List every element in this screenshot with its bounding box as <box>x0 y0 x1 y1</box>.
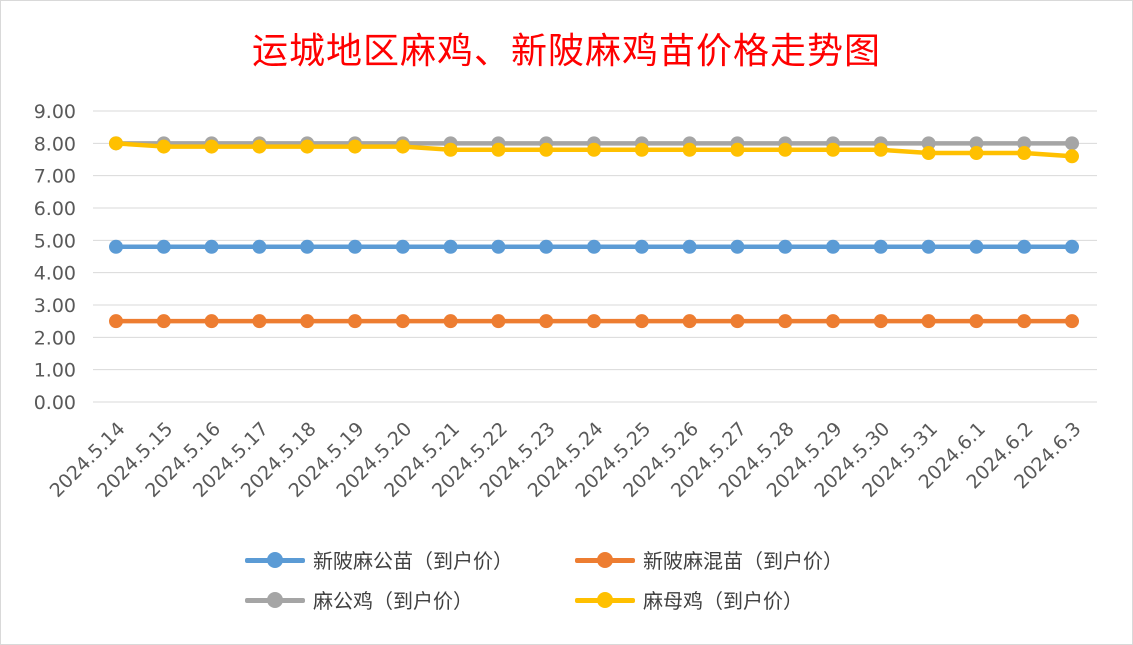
data-point <box>873 314 888 329</box>
data-point <box>778 239 793 254</box>
y-tick-label: 9.00 <box>34 101 76 123</box>
data-point <box>395 139 410 154</box>
data-point <box>969 136 984 151</box>
data-point <box>252 139 267 154</box>
data-point <box>969 146 984 161</box>
data-point <box>730 239 745 254</box>
data-point <box>109 239 123 254</box>
legend-label: 新陂麻混苗（到户价） <box>643 549 843 573</box>
data-point <box>204 139 219 154</box>
data-point <box>395 314 410 329</box>
data-point <box>109 314 123 329</box>
data-point <box>204 239 219 254</box>
data-point <box>252 239 267 254</box>
data-point <box>204 314 219 329</box>
legend-item: 麻公鸡（到户价） <box>245 585 473 614</box>
data-point <box>348 314 362 329</box>
data-point <box>969 239 984 254</box>
data-point <box>252 314 267 329</box>
data-point <box>1065 239 1079 254</box>
data-point <box>300 139 315 154</box>
data-point <box>587 239 601 254</box>
data-point <box>730 314 745 329</box>
data-point <box>395 239 410 254</box>
data-point <box>587 314 601 329</box>
legend-label: 麻公鸡（到户价） <box>313 589 473 613</box>
data-point <box>443 142 458 157</box>
data-point <box>778 142 793 157</box>
data-point <box>1017 146 1032 161</box>
data-point <box>300 314 315 329</box>
data-point <box>826 314 840 329</box>
y-tick-label: 3.00 <box>34 295 76 317</box>
data-point <box>491 142 506 157</box>
data-point <box>873 239 888 254</box>
chart-title: 运城地区麻鸡、新陂麻鸡苗价格走势图 <box>251 31 881 72</box>
y-tick-label: 8.00 <box>34 133 76 155</box>
data-point <box>634 142 649 157</box>
data-point <box>539 142 554 157</box>
data-point <box>921 314 936 329</box>
data-point <box>443 239 458 254</box>
legend-label: 新陂麻公苗（到户价） <box>313 549 513 573</box>
data-point <box>682 142 697 157</box>
data-point <box>491 314 506 329</box>
data-point <box>156 239 171 254</box>
data-point <box>109 136 123 151</box>
y-tick-label: 1.00 <box>34 360 76 382</box>
data-point <box>778 314 793 329</box>
data-point <box>682 239 697 254</box>
legend-label: 麻母鸡（到户价） <box>643 589 803 613</box>
data-point <box>587 142 601 157</box>
y-tick-label: 2.00 <box>34 327 76 349</box>
data-point <box>826 239 840 254</box>
data-point <box>969 314 984 329</box>
data-point <box>873 142 888 157</box>
data-point <box>348 139 362 154</box>
data-point <box>1017 239 1032 254</box>
y-tick-label: 7.00 <box>34 166 76 188</box>
legend-swatch <box>575 588 635 612</box>
legend-swatch <box>575 548 635 572</box>
data-point <box>348 239 362 254</box>
data-point <box>921 146 936 161</box>
data-point <box>539 239 554 254</box>
y-tick-label: 5.00 <box>34 230 76 252</box>
legend-item: 麻母鸡（到户价） <box>575 585 803 614</box>
data-point <box>1065 314 1079 329</box>
y-tick-label: 4.00 <box>34 263 76 285</box>
data-point <box>682 314 697 329</box>
data-point <box>1065 136 1079 151</box>
legend-swatch <box>245 548 305 572</box>
data-point <box>491 239 506 254</box>
legend-swatch <box>245 588 305 612</box>
y-tick-label: 0.00 <box>34 392 76 414</box>
data-point <box>921 239 936 254</box>
data-point <box>730 142 745 157</box>
data-point <box>826 142 840 157</box>
legend-item: 新陂麻混苗（到户价） <box>575 545 843 574</box>
y-tick-label: 6.00 <box>34 198 76 220</box>
data-point <box>634 239 649 254</box>
data-point <box>156 139 171 154</box>
data-point <box>443 314 458 329</box>
data-point <box>300 239 315 254</box>
data-point <box>634 314 649 329</box>
legend-item: 新陂麻公苗（到户价） <box>245 545 513 574</box>
data-point <box>1065 149 1079 164</box>
data-point <box>539 314 554 329</box>
data-point <box>1017 136 1032 151</box>
data-point <box>921 136 936 151</box>
data-point <box>156 314 171 329</box>
data-point <box>1017 314 1032 329</box>
